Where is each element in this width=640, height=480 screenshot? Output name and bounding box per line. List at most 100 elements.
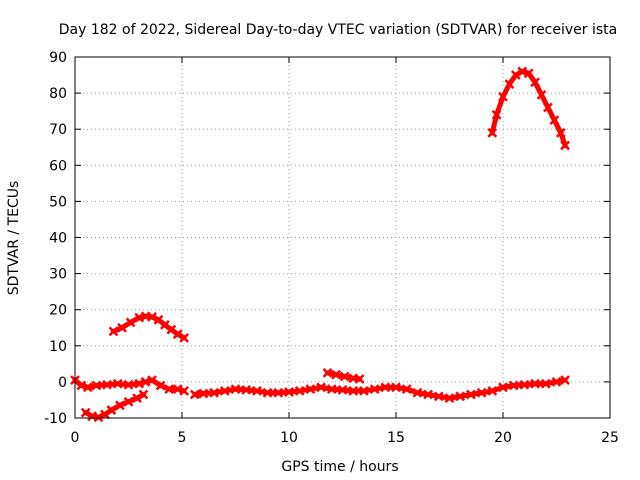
data-point xyxy=(76,380,87,391)
data-point xyxy=(491,109,502,120)
data-point xyxy=(305,384,316,395)
y-axis-label: SDTVAR / TECUs xyxy=(6,181,22,296)
data-point xyxy=(510,70,521,80)
data-point xyxy=(198,388,209,399)
data-point xyxy=(354,374,365,384)
data-point xyxy=(326,384,337,395)
y-tick-label: -10 xyxy=(44,411,67,427)
grid xyxy=(75,57,610,418)
y-axis-ticks: -10 0 10 20 30 40 50 60 70 80 90 xyxy=(44,50,610,427)
data-point xyxy=(189,389,200,400)
data-point xyxy=(138,389,149,400)
data-point xyxy=(117,322,127,333)
series-high-arc xyxy=(487,66,570,151)
data-point xyxy=(123,379,134,390)
data-point xyxy=(530,378,540,389)
data-point xyxy=(380,382,391,393)
data-point xyxy=(466,389,476,400)
data-point xyxy=(519,379,530,390)
data-point xyxy=(123,396,134,407)
data-point xyxy=(140,377,151,387)
x-tick-label: 0 xyxy=(71,430,80,446)
data-point xyxy=(487,127,498,138)
series-baseline-early xyxy=(70,375,190,396)
data-point xyxy=(112,378,123,389)
data-point xyxy=(172,384,183,395)
data-point xyxy=(91,380,102,391)
data-point xyxy=(322,367,333,378)
data-point xyxy=(517,66,528,77)
data-point xyxy=(172,329,183,340)
data-point xyxy=(540,378,551,389)
series-upper-arc xyxy=(108,311,190,343)
series-group xyxy=(70,66,570,423)
data-point xyxy=(82,382,93,393)
y-tick-label: 90 xyxy=(49,50,67,66)
data-point xyxy=(359,386,369,396)
data-point xyxy=(337,384,348,395)
y-tick-label: 20 xyxy=(49,303,67,319)
data-point xyxy=(294,386,305,396)
x-axis-ticks: 0 5 10 15 20 25 xyxy=(71,57,619,446)
data-point xyxy=(209,387,219,398)
data-point xyxy=(476,387,487,398)
x-tick-label: 15 xyxy=(387,430,405,446)
y-tick-label: 0 xyxy=(58,375,67,391)
data-point xyxy=(391,382,401,393)
plot-frame xyxy=(74,56,611,419)
y-tick-label: 30 xyxy=(49,267,67,283)
data-point xyxy=(93,412,104,423)
data-point xyxy=(179,332,190,343)
data-point xyxy=(284,387,294,397)
series-baseline-mid xyxy=(189,375,570,404)
data-point xyxy=(115,400,125,411)
data-point xyxy=(164,384,175,395)
data-point xyxy=(498,91,508,102)
data-point xyxy=(147,312,157,322)
y-tick-label: 10 xyxy=(49,339,67,355)
data-point xyxy=(508,380,519,391)
data-point xyxy=(262,387,273,398)
data-point xyxy=(369,384,380,395)
series-lower-segment xyxy=(80,389,149,423)
data-point xyxy=(108,326,119,337)
y-tick-label: 40 xyxy=(49,231,67,247)
y-tick-label: 60 xyxy=(49,158,67,174)
data-point xyxy=(560,375,570,385)
data-point xyxy=(536,90,547,100)
data-point xyxy=(555,127,566,138)
data-point xyxy=(80,407,91,418)
data-point xyxy=(273,387,284,398)
data-point xyxy=(147,375,157,385)
data-point xyxy=(444,393,455,404)
data-point xyxy=(102,379,112,390)
data-point xyxy=(134,378,145,389)
series-line xyxy=(489,68,568,148)
data-point xyxy=(316,382,326,393)
x-tick-label: 20 xyxy=(494,430,512,446)
data-point xyxy=(551,377,562,387)
x-axis-label: GPS time / hours xyxy=(281,459,398,475)
chart-title: Day 182 of 2022, Sidereal Day-to-day VTE… xyxy=(59,22,617,38)
data-point xyxy=(498,382,508,393)
data-point xyxy=(433,391,444,402)
y-tick-label: 50 xyxy=(49,194,67,210)
data-point xyxy=(339,371,350,382)
data-point xyxy=(530,77,540,88)
data-point xyxy=(179,386,190,396)
data-point xyxy=(523,68,534,79)
data-point xyxy=(252,386,262,396)
data-point xyxy=(219,386,230,396)
data-point xyxy=(504,79,515,89)
data-point xyxy=(241,384,252,395)
data-point xyxy=(100,409,110,420)
data-point xyxy=(423,389,433,400)
data-point xyxy=(560,140,570,151)
data-point xyxy=(487,386,498,396)
data-point xyxy=(543,102,553,113)
data-point xyxy=(230,384,241,395)
y-tick-label: 70 xyxy=(49,122,67,138)
data-point xyxy=(455,391,466,402)
data-point xyxy=(412,387,423,398)
series-short-segment xyxy=(322,367,365,384)
